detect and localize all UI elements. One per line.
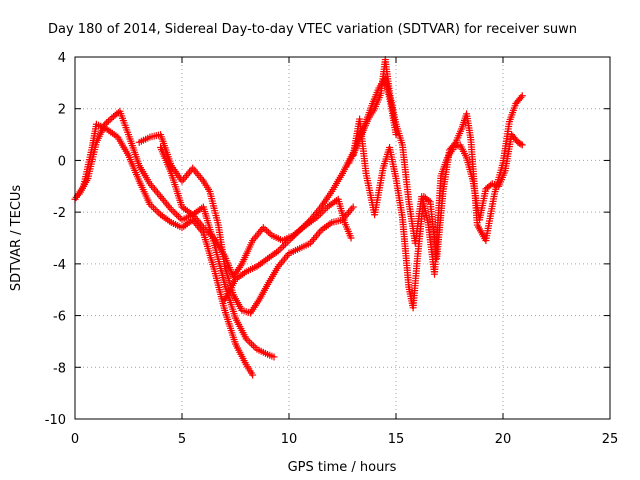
data-point [190,166,198,174]
data-point [196,220,204,228]
tick-labels: 0 5 10 15 20 25 -10 -8 -6 -4 -2 0 2 4 [45,51,619,447]
data-point [451,140,459,148]
data-point [152,187,160,195]
y-tick-label: -10 [45,413,66,428]
x-tick-label: 15 [388,432,405,447]
data-point [252,233,260,241]
data-point [279,257,287,265]
y-tick-label: -2 [53,206,66,221]
y-tick-label: -4 [53,258,66,273]
data-point [313,232,321,240]
data-point [164,202,172,210]
data-point [195,218,203,226]
data-point [270,353,278,361]
data-point [266,230,274,238]
data-points [71,56,526,379]
data-point [425,197,433,205]
data-point [171,209,179,217]
data-point [253,231,261,239]
data-point [149,183,157,191]
data-point [155,191,163,199]
grid-lines [75,57,610,419]
data-point [348,205,356,213]
data-point [103,119,111,127]
data-point [184,170,192,178]
data-point [104,117,112,125]
data-point [347,234,355,242]
data-point [316,228,324,236]
data-point [349,203,357,211]
data-point [169,207,177,215]
data-point [278,243,286,251]
data-point [249,342,257,350]
chart-title: Day 180 of 2014, Sidereal Day-to-day VTE… [48,22,577,37]
data-point [259,224,267,232]
data-point [183,172,191,180]
data-point [282,253,290,261]
x-tick-label: 0 [71,432,79,447]
data-point [193,170,201,178]
data-point [264,228,272,236]
y-tick-label: 4 [58,51,66,66]
data-point [149,204,157,212]
data-point [314,230,322,238]
data-point [166,204,174,212]
data-point [161,198,169,206]
x-axis-label: GPS time / hours [288,460,397,475]
series-track-3 [135,131,357,317]
x-tick-label: 20 [495,432,512,447]
data-point [150,185,158,193]
data-point [246,338,254,346]
data-point [280,242,288,250]
data-point [192,168,200,176]
data-point [153,207,161,215]
data-point [261,225,269,233]
plot-frame [74,56,611,420]
data-point [181,173,189,181]
data-point [101,120,109,128]
data-point [518,92,526,100]
data-point [176,214,184,222]
data-point [198,222,206,230]
data-point [151,206,159,214]
y-tick-label: 2 [58,103,66,118]
data-point [195,172,203,180]
data-point [157,193,165,201]
data-point [517,93,525,101]
y-tick-label: -8 [53,361,66,376]
data-point [163,200,171,208]
data-point [189,164,197,172]
series-track-2 [75,107,278,361]
data-point [158,194,166,202]
data-point [160,196,168,204]
y-axis-label: SDTVAR / TECUs [9,185,24,292]
data-point [255,229,263,237]
y-tick-label: 0 [58,154,66,169]
x-tick-label: 5 [178,432,186,447]
data-point [196,173,204,181]
data-point [517,140,525,148]
data-point [346,207,354,215]
series-track-7 [349,92,526,312]
data-point [186,168,194,176]
x-tick-label: 25 [602,432,619,447]
data-point [249,371,257,379]
data-point [248,340,256,348]
data-point [309,235,317,243]
data-point [154,189,162,197]
axis-ticks [74,56,611,420]
data-point [193,216,201,224]
y-tick-label: -6 [53,310,66,325]
data-point [277,259,285,267]
x-tick-label: 10 [281,432,298,447]
data-point [263,227,271,235]
data-point [343,210,351,218]
data-point [311,234,319,242]
data-point [280,255,288,263]
data-point [518,141,526,149]
data-point [167,206,175,214]
data-point [106,116,114,124]
